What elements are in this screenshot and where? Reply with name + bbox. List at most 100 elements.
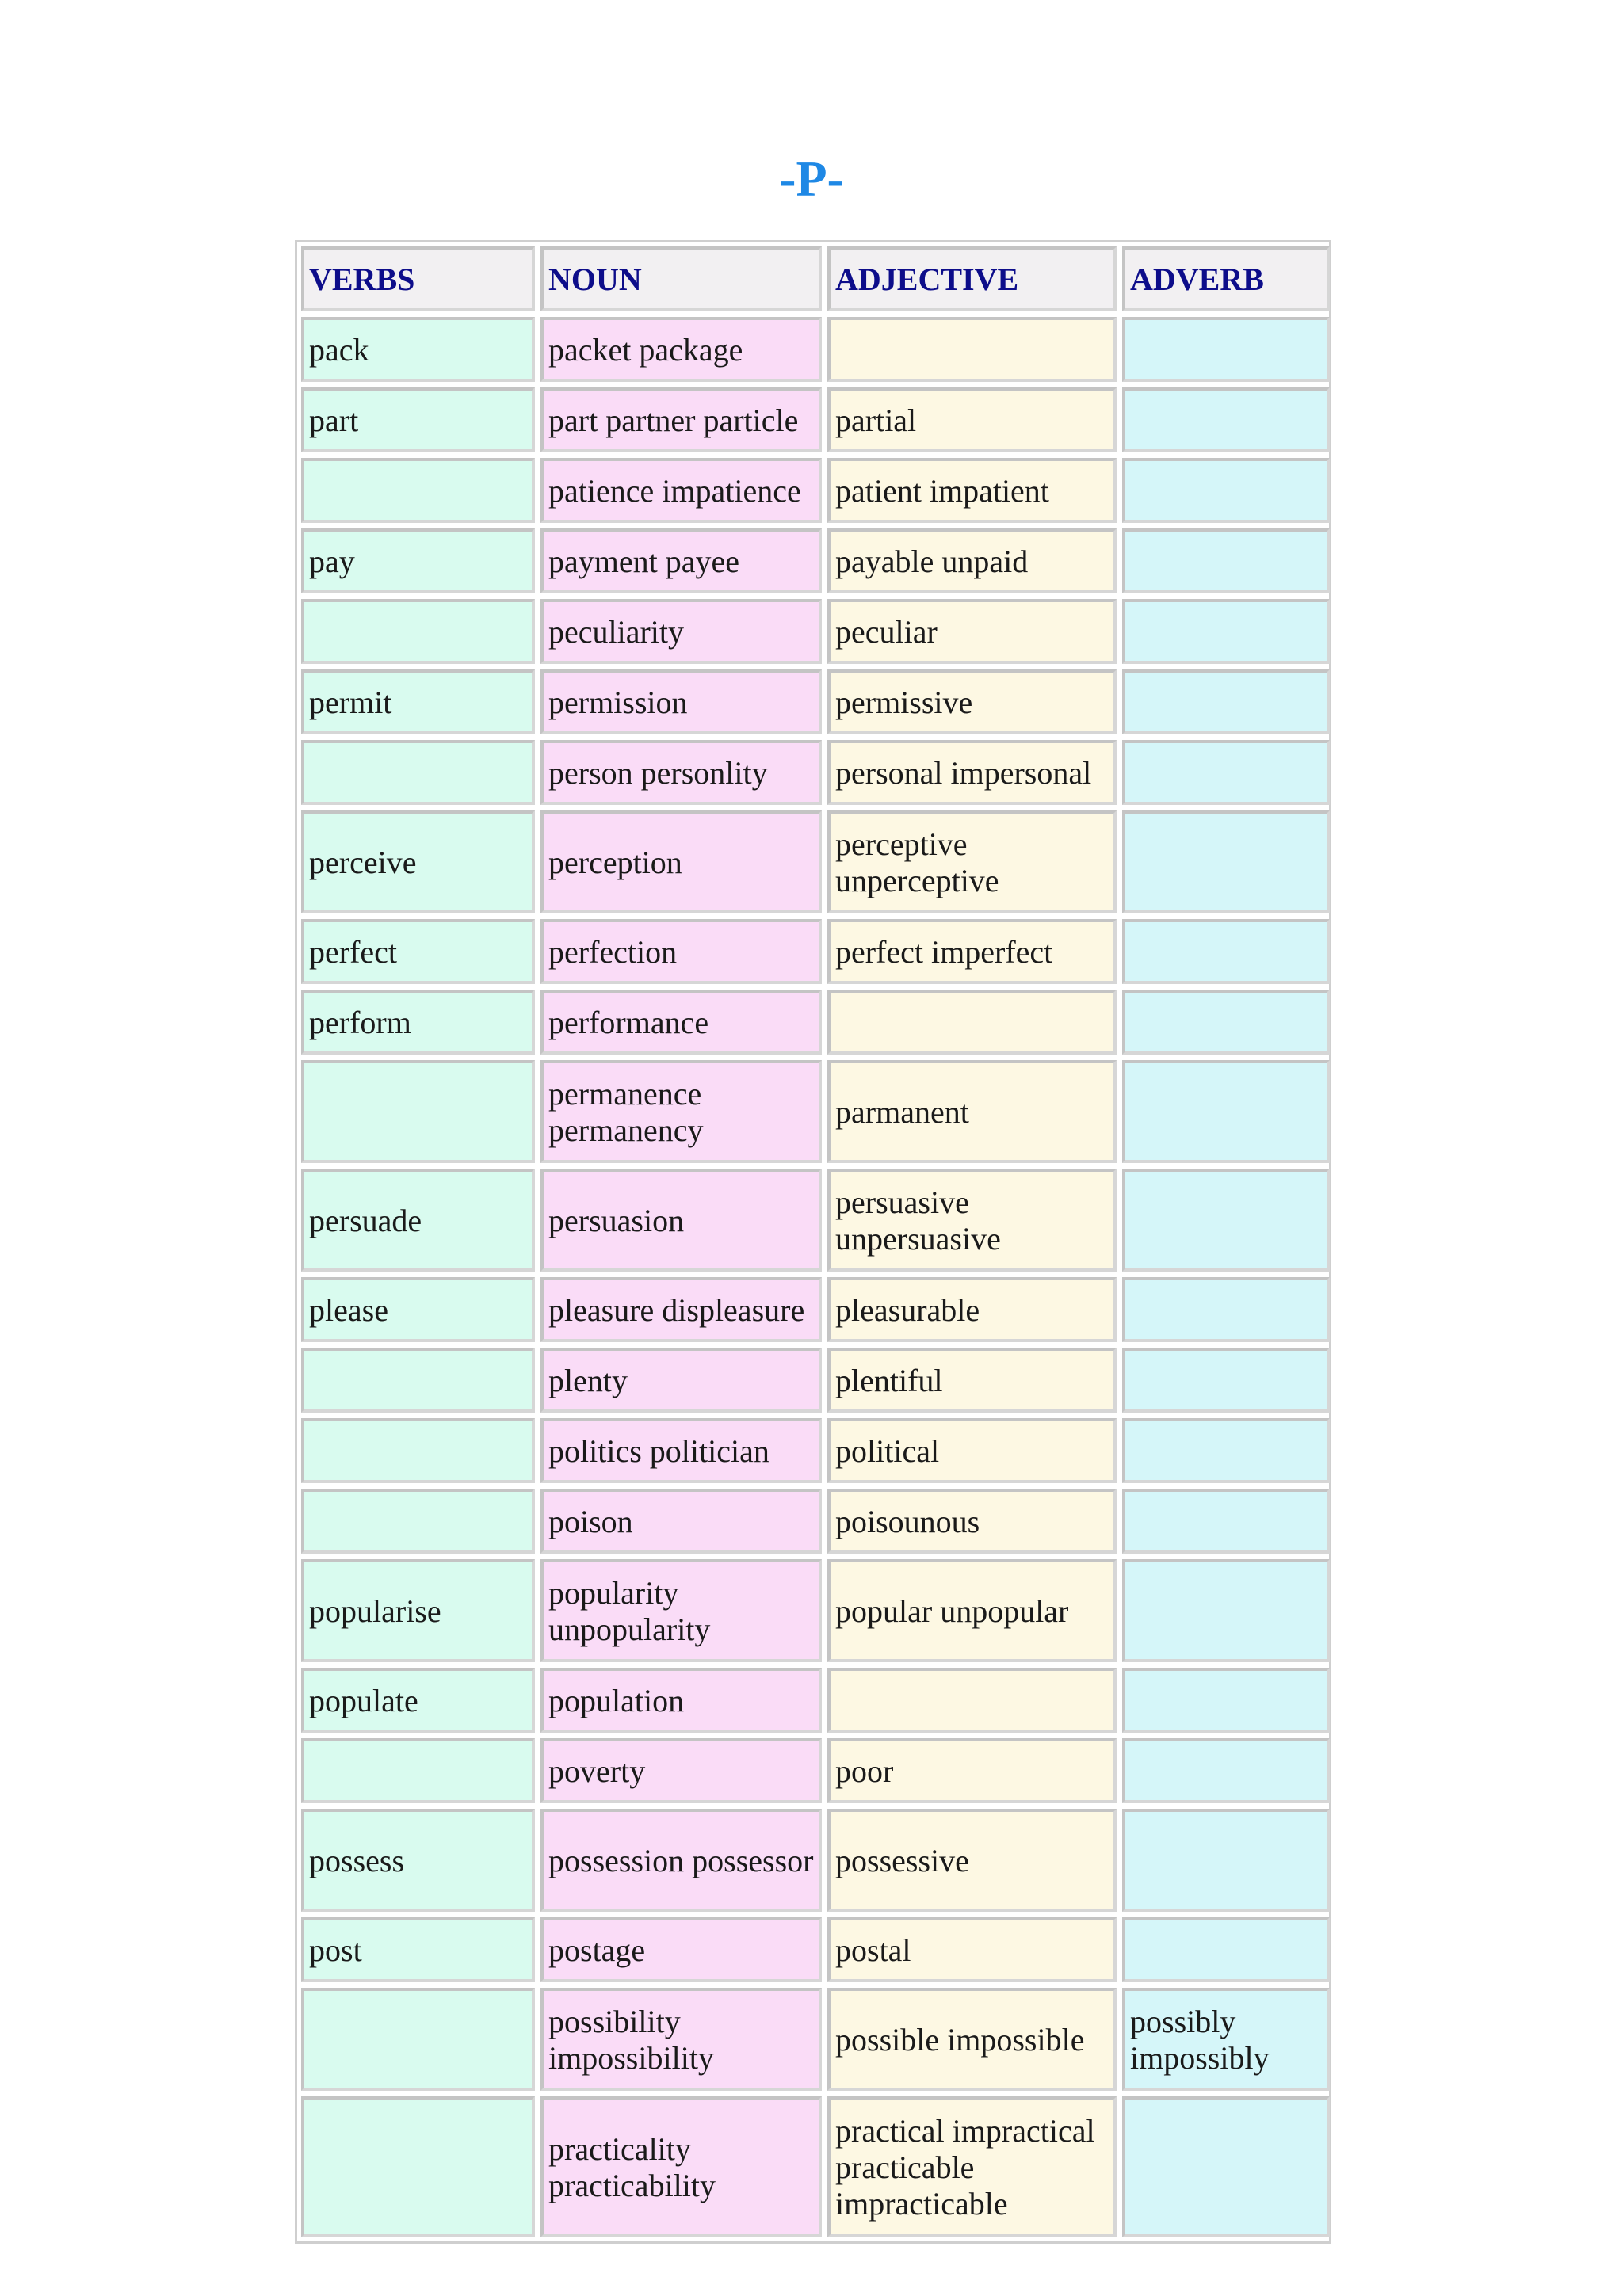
adjective-cell [827,990,1117,1055]
verb-cell: part [301,387,535,452]
adjective-cell [827,1668,1117,1733]
verb-cell [301,1060,535,1163]
table-row: possess possession possessor possessive [301,1809,1330,1912]
adjective-cell: payable unpaid [827,528,1117,593]
verb-cell [301,2096,535,2237]
noun-cell: persuasion [540,1169,822,1272]
adjective-cell: patient impatient [827,458,1117,523]
adverb-cell [1122,669,1330,734]
adjective-cell: perfect imperfect [827,919,1117,984]
adjective-cell: permissive [827,669,1117,734]
noun-cell: postage [540,1917,822,1982]
noun-cell: possibility impossibility [540,1988,822,2091]
adjective-cell: possessive [827,1809,1117,1912]
adverb-cell [1122,1169,1330,1272]
adverb-cell [1122,1418,1330,1483]
noun-cell: permanence permanency [540,1060,822,1163]
verb-cell [301,1988,535,2091]
adjective-cell: practical impractical practicable imprac… [827,2096,1117,2237]
verb-cell: please [301,1277,535,1342]
table-row: poison poisounous [301,1489,1330,1554]
noun-cell: part partner particle [540,387,822,452]
verb-cell: permit [301,669,535,734]
adjective-cell: popular unpopular [827,1559,1117,1662]
verb-cell: perfect [301,919,535,984]
verb-cell: pack [301,317,535,382]
noun-cell: person personlity [540,740,822,805]
adjective-cell: parmanent [827,1060,1117,1163]
table-row: possibility impossibility possible impos… [301,1988,1330,2091]
adjective-cell: political [827,1418,1117,1483]
adjective-cell: possible impossible [827,1988,1117,2091]
table-row: politics politician political [301,1418,1330,1483]
adverb-cell [1122,1668,1330,1733]
adverb-cell [1122,1348,1330,1413]
page-title: -P- [779,151,844,207]
noun-cell: poverty [540,1738,822,1803]
table-row: post postage postal [301,1917,1330,1982]
table-row: popularise popularity unpopularity popul… [301,1559,1330,1662]
adverb-cell [1122,1917,1330,1982]
noun-cell: population [540,1668,822,1733]
table-row: pay payment payee payable unpaid [301,528,1330,593]
word-forms-table: VERBS NOUN ADJECTIVE ADVERB pack packet … [295,240,1331,2244]
verb-cell: post [301,1917,535,1982]
noun-cell: plenty [540,1348,822,1413]
verb-cell [301,1418,535,1483]
adverb-cell [1122,1738,1330,1803]
adverb-cell [1122,528,1330,593]
noun-cell: perception [540,810,822,913]
adverb-cell [1122,740,1330,805]
table-row: person personlity personal impersonal [301,740,1330,805]
table-row: please pleasure displeasure pleasurable [301,1277,1330,1342]
adverb-cell [1122,990,1330,1055]
noun-cell: patience impatience [540,458,822,523]
noun-cell: performance [540,990,822,1055]
adverb-cell: possibly impossibly [1122,1988,1330,2091]
adjective-cell: plentiful [827,1348,1117,1413]
noun-cell: possession possessor [540,1809,822,1912]
adjective-cell: personal impersonal [827,740,1117,805]
adverb-cell [1122,317,1330,382]
noun-cell: peculiarity [540,599,822,664]
adverb-cell [1122,1060,1330,1163]
adjective-cell: peculiar [827,599,1117,664]
table-row: perceive perception perceptive unpercept… [301,810,1330,913]
adverb-cell [1122,599,1330,664]
verb-cell [301,458,535,523]
verb-cell [301,1348,535,1413]
verb-cell: perceive [301,810,535,913]
adverb-cell [1122,1809,1330,1912]
header-verbs: VERBS [301,246,535,311]
verb-cell [301,599,535,664]
header-noun: NOUN [540,246,822,311]
verb-cell: persuade [301,1169,535,1272]
adjective-cell: poor [827,1738,1117,1803]
table-row: poverty poor [301,1738,1330,1803]
table-row: patience impatience patient impatient [301,458,1330,523]
verb-cell [301,740,535,805]
verb-cell: possess [301,1809,535,1912]
noun-cell: perfection [540,919,822,984]
noun-cell: packet package [540,317,822,382]
adverb-cell [1122,2096,1330,2237]
adverb-cell [1122,919,1330,984]
table-row: pack packet package [301,317,1330,382]
adjective-cell: partial [827,387,1117,452]
verb-cell [301,1489,535,1554]
table-row: populate population [301,1668,1330,1733]
table-row: permanence permanency parmanent [301,1060,1330,1163]
table-row: practicality practicability practical im… [301,2096,1330,2237]
adjective-cell: persuasive unpersuasive [827,1169,1117,1272]
noun-cell: payment payee [540,528,822,593]
noun-cell: practicality practicability [540,2096,822,2237]
table-row: permit permission permissive [301,669,1330,734]
table-row: part part partner particle partial [301,387,1330,452]
adjective-cell: perceptive unperceptive [827,810,1117,913]
noun-cell: pleasure displeasure [540,1277,822,1342]
adjective-cell [827,317,1117,382]
adverb-cell [1122,810,1330,913]
verb-cell: pay [301,528,535,593]
adverb-cell [1122,1559,1330,1662]
header-adverb: ADVERB [1122,246,1330,311]
